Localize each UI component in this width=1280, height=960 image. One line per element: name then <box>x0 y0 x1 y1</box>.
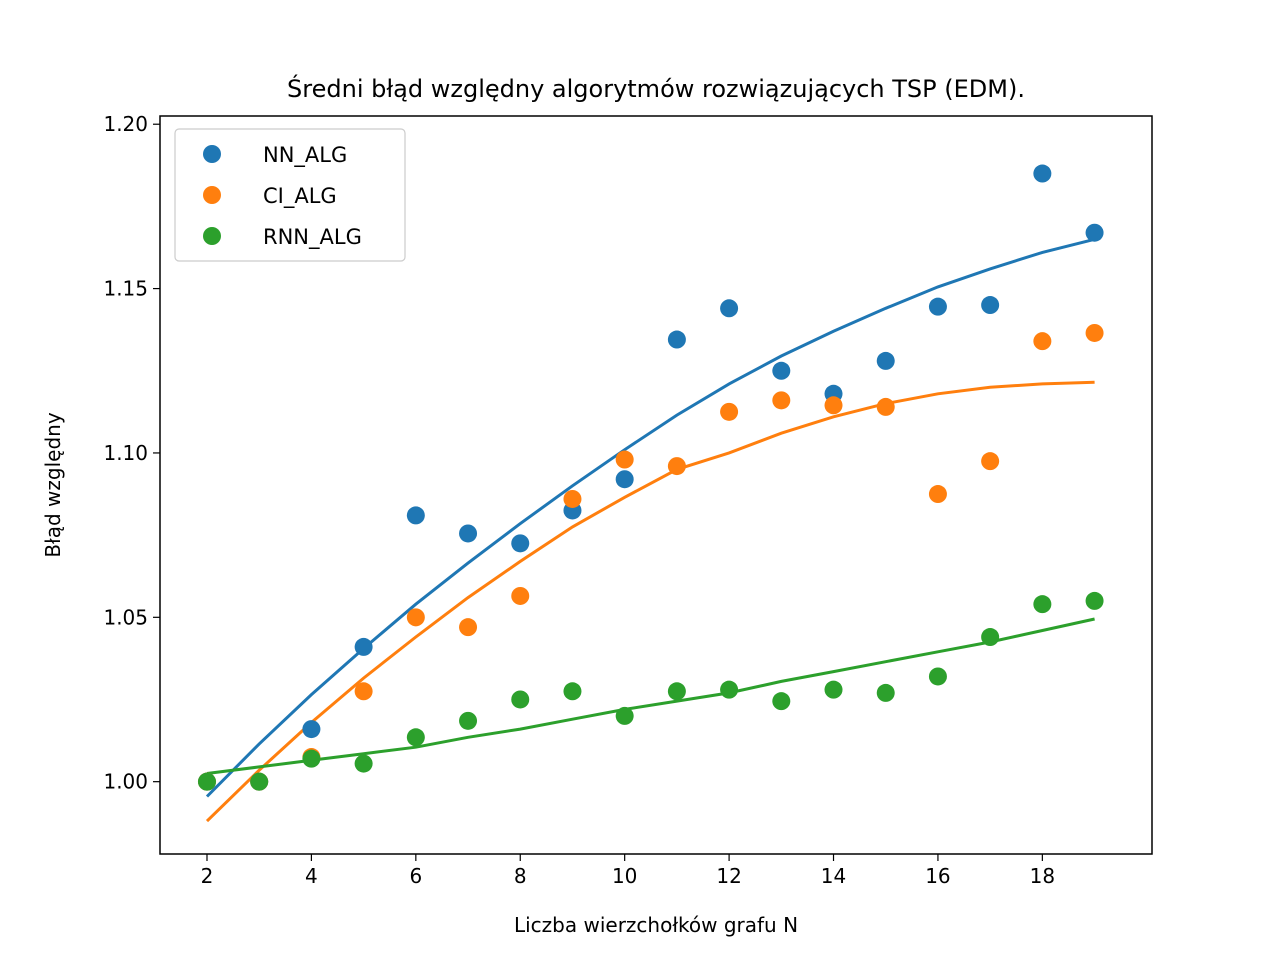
data-point-ci-alg <box>1033 332 1052 351</box>
x-axis: 2 4 6 8 10 12 14 16 18 <box>201 854 1055 888</box>
x-tick-label: 14 <box>821 864 846 888</box>
data-point-ci-alg <box>511 586 530 605</box>
data-point-nn-alg <box>615 470 634 489</box>
legend: NN_ALG CI_ALG RNN_ALG <box>174 128 406 262</box>
data-point-ci-alg <box>772 391 791 410</box>
y-tick-label: 1.05 <box>103 605 148 629</box>
data-point-rnn-alg <box>1085 591 1104 610</box>
data-point-nn-alg <box>928 297 947 316</box>
x-axis-label: Liczba wierzchołków grafu N <box>514 913 798 937</box>
data-point-rnn-alg <box>928 667 947 686</box>
chart-title: Średni błąd względny algorytmów rozwiązu… <box>287 73 1025 103</box>
data-point-ci-alg <box>563 489 582 508</box>
data-point-rnn-alg <box>615 706 634 725</box>
data-point-ci-alg <box>615 450 634 469</box>
y-tick-label: 1.10 <box>103 441 148 465</box>
legend-box <box>174 128 406 262</box>
data-point-nn-alg <box>302 720 321 739</box>
data-point-ci-alg <box>667 457 686 476</box>
data-point-nn-alg <box>981 296 1000 315</box>
x-tick-label: 12 <box>716 864 741 888</box>
data-point-nn-alg <box>459 524 478 543</box>
data-point-rnn-alg <box>302 749 321 768</box>
legend-label-ci-alg: CI_ALG <box>263 184 337 209</box>
data-point-rnn-alg <box>772 692 791 711</box>
y-tick-label: 1.20 <box>103 112 148 136</box>
legend-marker-nn-alg <box>203 145 221 163</box>
data-point-nn-alg <box>772 361 791 380</box>
data-point-rnn-alg <box>824 680 843 699</box>
data-point-ci-alg <box>824 396 843 415</box>
legend-label-nn-alg: NN_ALG <box>263 143 347 168</box>
data-point-nn-alg <box>354 637 373 656</box>
data-point-ci-alg <box>1085 323 1104 342</box>
data-point-rnn-alg <box>459 711 478 730</box>
data-point-nn-alg <box>720 299 739 318</box>
legend-marker-rnn-alg <box>203 227 221 245</box>
data-point-rnn-alg <box>981 628 1000 647</box>
y-axis-label: Błąd względny <box>41 412 65 557</box>
plot-frame <box>159 115 1153 855</box>
data-point-nn-alg <box>406 506 425 525</box>
data-point-ci-alg <box>981 452 1000 471</box>
data-point-ci-alg <box>406 608 425 627</box>
data-point-rnn-alg <box>354 754 373 773</box>
data-point-rnn-alg <box>250 772 269 791</box>
data-point-nn-alg <box>667 330 686 349</box>
data-point-rnn-alg <box>511 690 530 709</box>
x-tick-label: 10 <box>612 864 637 888</box>
x-tick-label: 6 <box>409 864 422 888</box>
data-point-nn-alg <box>876 351 895 370</box>
data-point-nn-alg <box>1085 223 1104 242</box>
data-point-nn-alg <box>1033 164 1052 183</box>
trend-line-nn-alg <box>205 237 1095 798</box>
x-tick-label: 16 <box>925 864 950 888</box>
data-point-ci-alg <box>354 682 373 701</box>
data-point-rnn-alg <box>1033 595 1052 614</box>
data-point-rnn-alg <box>563 682 582 701</box>
x-tick-label: 18 <box>1030 864 1055 888</box>
data-point-nn-alg <box>511 534 530 553</box>
data-point-rnn-alg <box>406 728 425 747</box>
data-point-ci-alg <box>459 618 478 637</box>
x-tick-label: 8 <box>514 864 527 888</box>
data-point-rnn-alg <box>876 683 895 702</box>
data-point-rnn-alg <box>197 772 216 791</box>
data-point-ci-alg <box>928 485 947 504</box>
trend-line-ci-alg <box>205 380 1095 823</box>
x-tick-label: 4 <box>305 864 318 888</box>
legend-label-rnn-alg: RNN_ALG <box>263 225 362 250</box>
plot-series <box>197 164 1104 823</box>
data-point-ci-alg <box>720 402 739 421</box>
legend-marker-ci-alg <box>203 186 221 204</box>
y-tick-label: 1.15 <box>103 277 148 301</box>
data-point-ci-alg <box>876 397 895 416</box>
trend-line-rnn-alg <box>206 617 1095 775</box>
x-tick-label: 2 <box>201 864 214 888</box>
data-point-rnn-alg <box>720 680 739 699</box>
y-tick-label: 1.00 <box>103 770 148 794</box>
y-axis: 1.00 1.05 1.10 1.15 1.20 <box>103 112 160 794</box>
data-point-rnn-alg <box>667 682 686 701</box>
